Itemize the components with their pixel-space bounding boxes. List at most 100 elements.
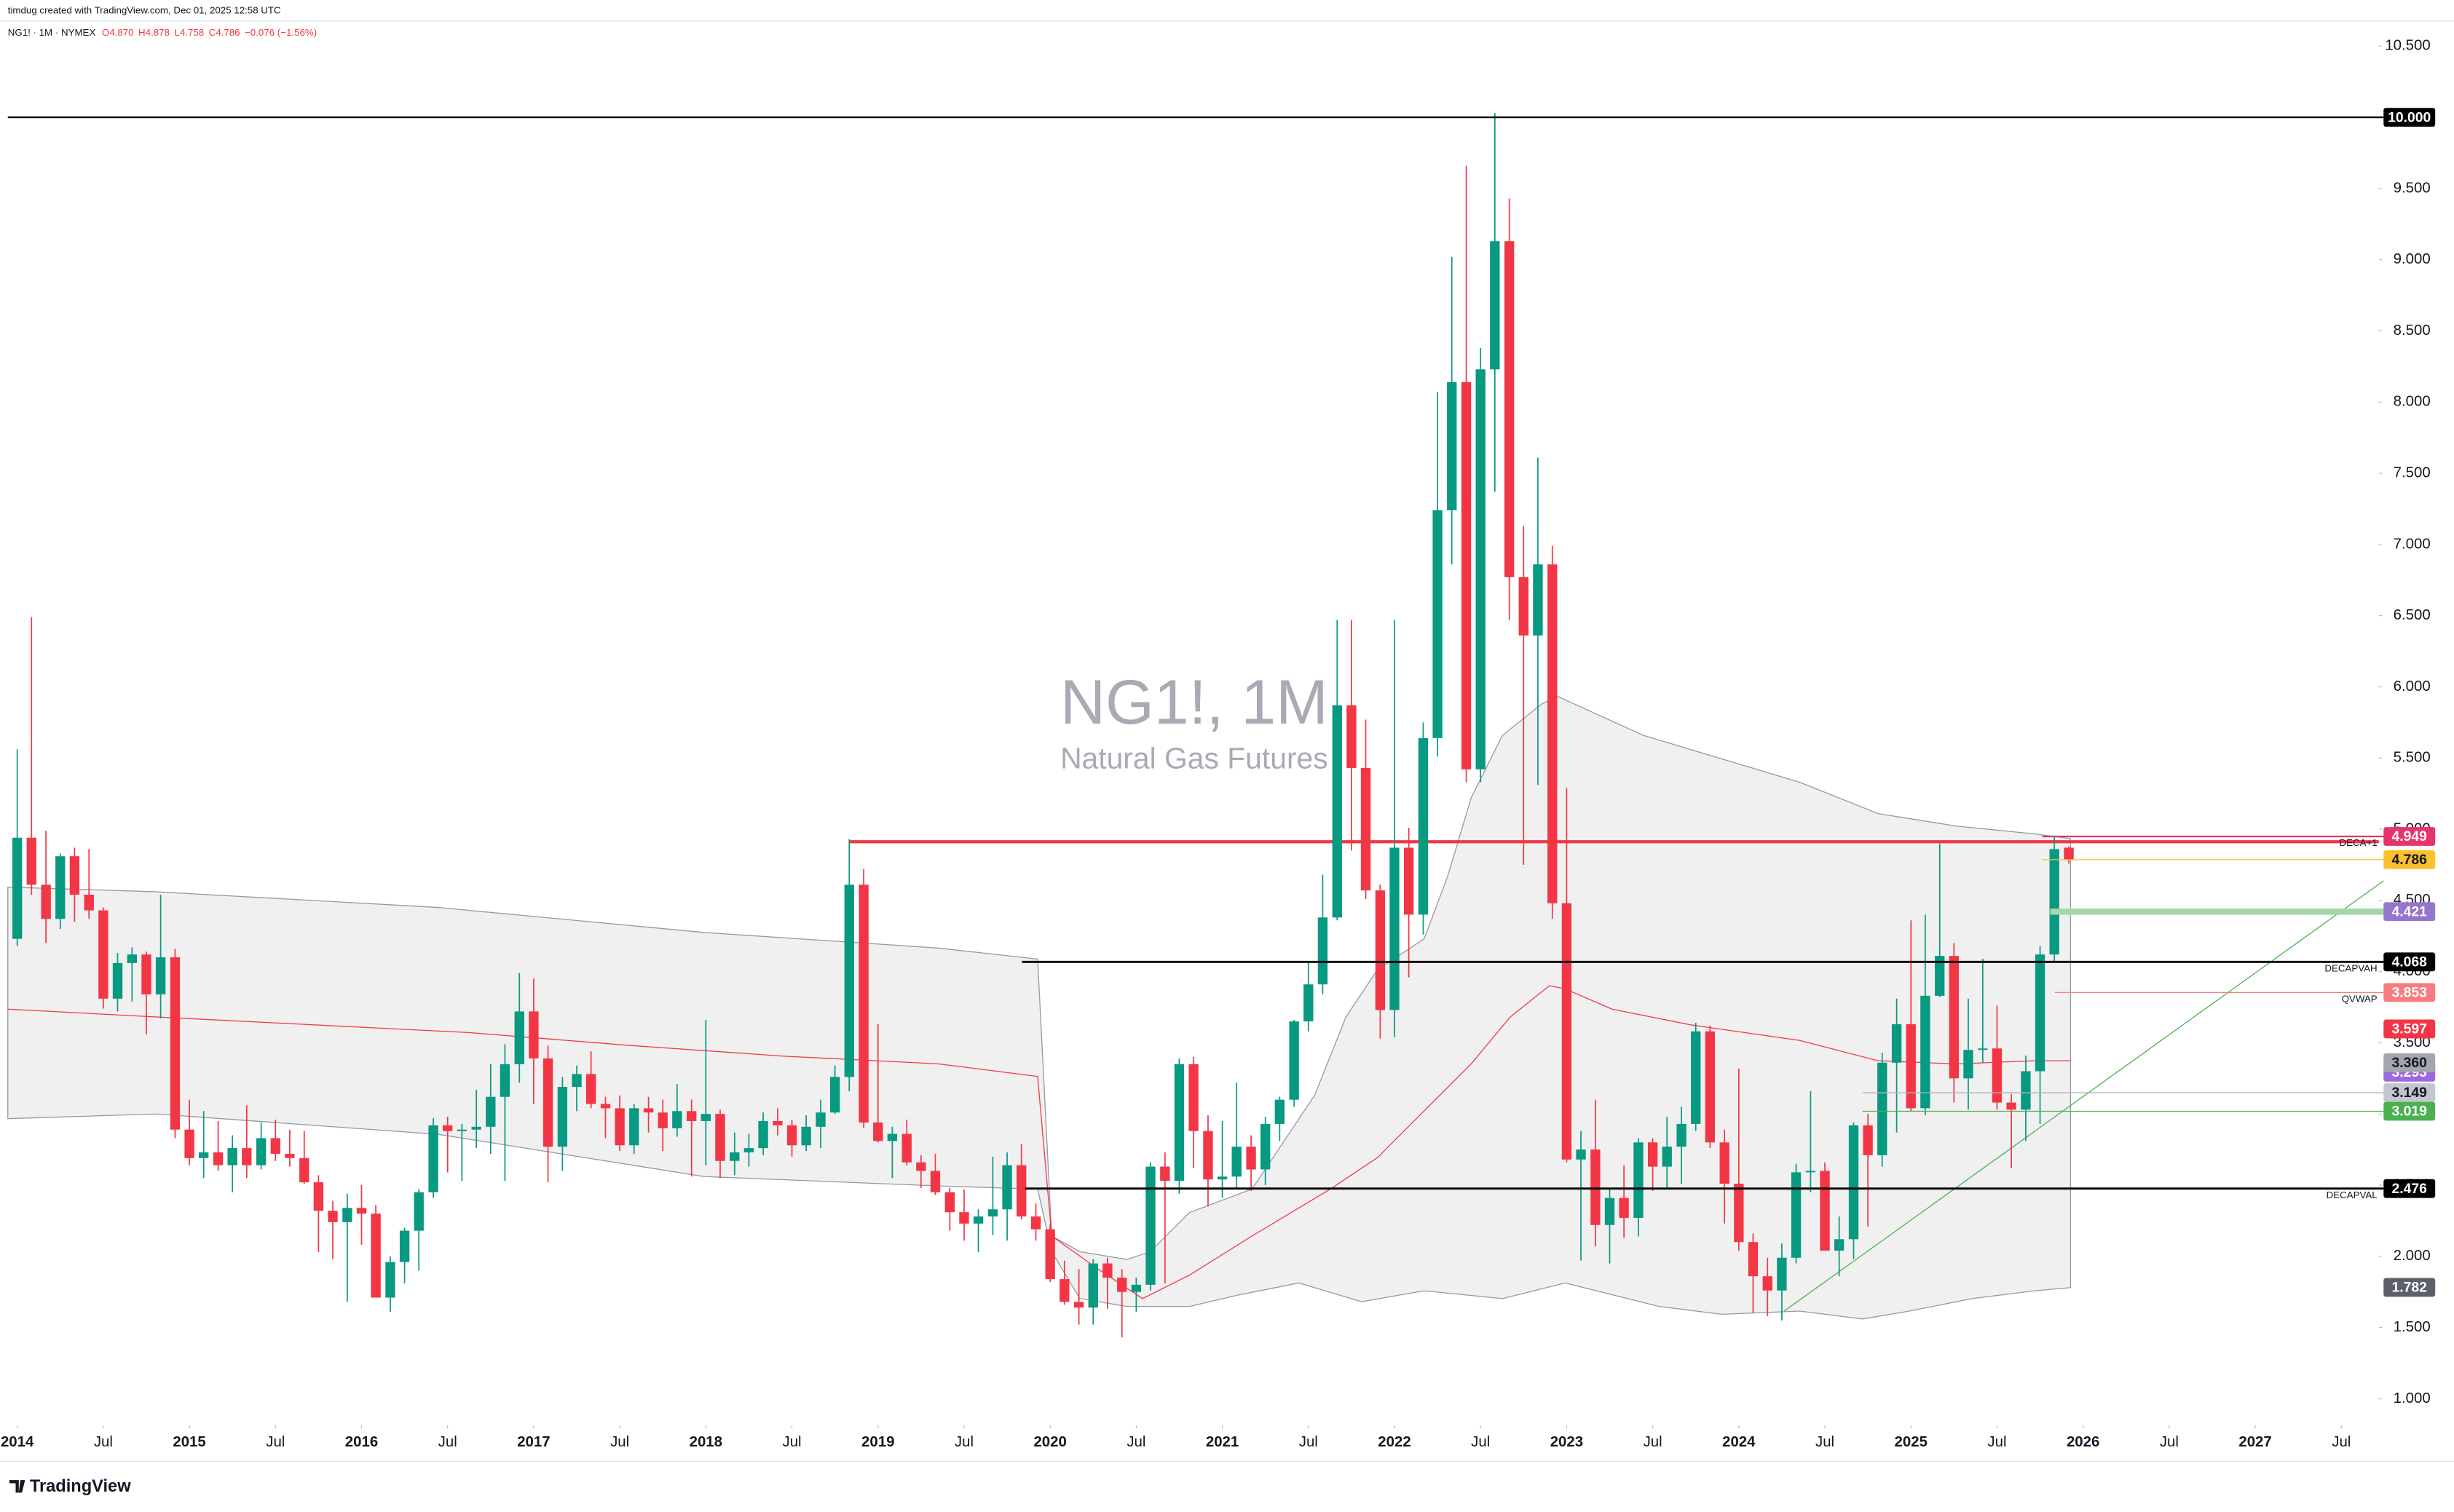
candle-body xyxy=(55,856,66,919)
y-tick-label: 6.500 xyxy=(2394,607,2431,623)
x-tick-label: Jul xyxy=(438,1434,457,1450)
x-tick-label: Jul xyxy=(1471,1434,1490,1450)
candle-body xyxy=(1906,1024,1916,1109)
watermark-title: NG1!, 1M xyxy=(1060,668,1328,737)
candle-body xyxy=(1791,1172,1802,1258)
price-label: 3.149 xyxy=(2392,1085,2428,1101)
candle-body xyxy=(1017,1165,1027,1217)
price-label: 4.949 xyxy=(2392,828,2428,844)
candle-body xyxy=(557,1087,568,1147)
y-tick-label: 10.500 xyxy=(2385,38,2430,54)
candle-body xyxy=(26,837,36,885)
candle-body xyxy=(1848,1125,1859,1240)
price-label-box xyxy=(2383,983,2436,1002)
candle-body xyxy=(916,1162,926,1171)
candle-body xyxy=(1935,956,1945,996)
candle-body xyxy=(1963,1050,1973,1079)
candle-body xyxy=(12,837,23,939)
price-label-box xyxy=(2383,1083,2436,1102)
x-tick-label: 2026 xyxy=(2067,1434,2099,1450)
candle-body xyxy=(1647,1142,1658,1167)
price-label: 3.853 xyxy=(2392,985,2428,1001)
candle-body xyxy=(1719,1142,1729,1184)
candle-body xyxy=(529,1011,539,1058)
watermark-subtitle: Natural Gas Futures xyxy=(1060,741,1328,775)
x-tick-label: 2027 xyxy=(2238,1434,2271,1450)
level-name: DECA+1 xyxy=(2340,837,2378,848)
x-tick-label: Jul xyxy=(610,1434,629,1450)
x-tick-label: 2017 xyxy=(517,1434,550,1450)
y-tick-label: 7.500 xyxy=(2394,464,2431,480)
level-name: QVWAP xyxy=(2342,994,2378,1005)
candle-body xyxy=(1877,1062,1887,1155)
candle-body xyxy=(600,1104,611,1109)
logo-text: TradingView xyxy=(30,1477,131,1496)
candle-body xyxy=(987,1209,998,1217)
candle-body xyxy=(859,884,869,1123)
ohlc-low: L4.758 xyxy=(174,27,204,38)
candle-body xyxy=(170,957,181,1130)
candle-body xyxy=(585,1074,596,1104)
candle-body xyxy=(1662,1147,1672,1167)
candle-body xyxy=(786,1125,797,1146)
y-tick-label: 2.000 xyxy=(2394,1248,2431,1264)
candle-body xyxy=(500,1064,510,1097)
price-label: 4.421 xyxy=(2392,903,2428,919)
price-label: 3.360 xyxy=(2392,1055,2427,1071)
candle-body xyxy=(385,1262,395,1298)
x-tick-label: 2025 xyxy=(1895,1434,1928,1450)
candle-body xyxy=(141,954,151,994)
candle-body xyxy=(658,1112,668,1128)
y-tick-label: 8.500 xyxy=(2394,322,2431,339)
candle-body xyxy=(371,1214,381,1298)
candle-body xyxy=(816,1112,826,1127)
y-tick-label: 5.500 xyxy=(2394,750,2431,766)
candle-body xyxy=(1117,1278,1127,1292)
candle-body xyxy=(1633,1142,1644,1218)
candle-body xyxy=(1403,847,1414,915)
x-tick-label: 2019 xyxy=(861,1434,894,1450)
candle-body xyxy=(1576,1149,1586,1160)
candle-body xyxy=(428,1125,438,1192)
candle-body xyxy=(514,1011,524,1064)
symbol: NG1! · 1M · NYMEX xyxy=(8,27,96,38)
candle-body xyxy=(242,1148,252,1165)
candle-body xyxy=(1978,1048,1988,1050)
candle-body xyxy=(1203,1131,1213,1180)
x-tick-label: 2024 xyxy=(1722,1434,1756,1450)
y-tick-label: 7.000 xyxy=(2394,536,2431,552)
candle-body xyxy=(901,1133,912,1163)
candle-body xyxy=(1777,1257,1787,1291)
candle-body xyxy=(2049,849,2059,955)
candle-body xyxy=(285,1153,295,1158)
candle-body xyxy=(715,1114,725,1161)
candle-body xyxy=(1375,890,1386,1010)
ohlc-high: H4.878 xyxy=(138,27,170,38)
x-tick-label: Jul xyxy=(1987,1434,2006,1450)
level-name: DECAPVAL xyxy=(2327,1190,2378,1200)
candle-body xyxy=(1360,767,1371,891)
candle-body xyxy=(1590,1149,1601,1225)
price-label-box xyxy=(2383,952,2436,972)
candle-body xyxy=(127,954,138,963)
price-label-box xyxy=(2383,1278,2436,1297)
candle-body xyxy=(1289,1021,1299,1100)
candle-body xyxy=(1102,1263,1113,1278)
x-tick-label: Jul xyxy=(1644,1434,1662,1450)
candle-body xyxy=(930,1171,941,1192)
candle-body xyxy=(1834,1239,1845,1251)
candle-body xyxy=(543,1058,553,1147)
axes: 1.0001.5002.0002.5003.0003.5004.0004.500… xyxy=(1,38,2436,1450)
candle-body xyxy=(1992,1048,2003,1103)
price-label: 4.786 xyxy=(2392,852,2428,868)
candle-body xyxy=(1246,1147,1256,1170)
candle-body xyxy=(701,1114,711,1121)
candle-body xyxy=(112,962,123,999)
candle-body xyxy=(2064,847,2074,860)
candle-body xyxy=(84,895,94,911)
candle-body xyxy=(342,1208,352,1222)
candle-body xyxy=(1045,1229,1055,1280)
x-tick-label: Jul xyxy=(94,1434,113,1450)
candle-body xyxy=(69,856,80,895)
candle-body xyxy=(1705,1031,1716,1143)
